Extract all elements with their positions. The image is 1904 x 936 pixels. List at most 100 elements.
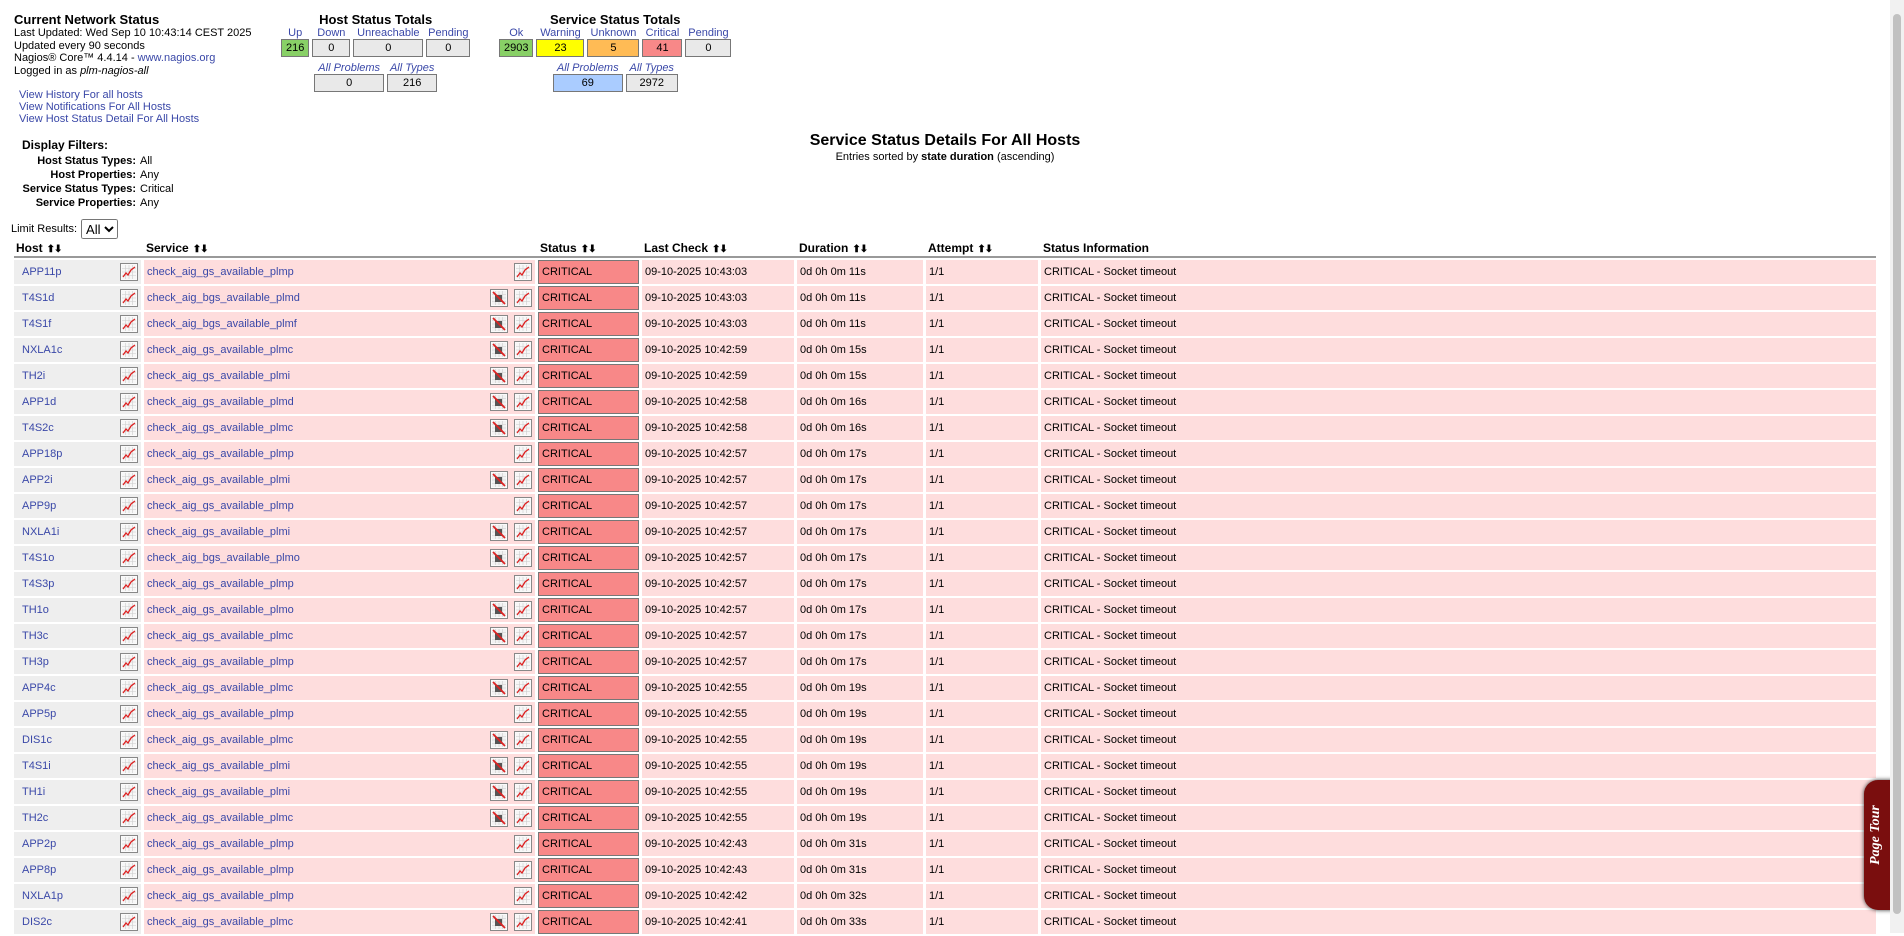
host-link[interactable]: APP11p	[22, 266, 62, 278]
performance-graph-icon[interactable]	[120, 419, 138, 437]
performance-graph-icon[interactable]	[514, 601, 532, 619]
performance-graph-icon[interactable]	[514, 419, 532, 437]
host-all-problems-label[interactable]: All Problems	[318, 62, 381, 74]
service-link[interactable]: check_aig_gs_available_plmp	[147, 890, 294, 902]
svc-pending-label[interactable]: Pending	[688, 27, 729, 39]
performance-graph-icon[interactable]	[514, 263, 532, 281]
service-link[interactable]: check_aig_gs_available_plmp	[147, 656, 294, 668]
performance-graph-icon[interactable]	[120, 393, 138, 411]
performance-graph-icon[interactable]	[120, 549, 138, 567]
host-status-detail-link[interactable]: View Host Status Detail For All Hosts	[19, 113, 200, 125]
sort-duration-arrows[interactable]: ⬆⬇	[852, 244, 868, 255]
performance-graph-icon[interactable]	[514, 731, 532, 749]
limit-results-select[interactable]: All	[81, 219, 119, 239]
notifications-disabled-icon[interactable]	[490, 393, 508, 411]
performance-graph-icon[interactable]	[120, 913, 138, 931]
service-link[interactable]: check_aig_bgs_available_plmf	[147, 318, 297, 330]
sort-host-arrows[interactable]: ⬆⬇	[46, 244, 63, 255]
host-link[interactable]: APP2i	[22, 474, 53, 486]
performance-graph-icon[interactable]	[120, 731, 138, 749]
performance-graph-icon[interactable]	[514, 341, 532, 359]
host-link[interactable]: APP5p	[22, 708, 57, 720]
notifications-disabled-icon[interactable]	[490, 471, 508, 489]
host-link[interactable]: T4S2c	[22, 422, 54, 434]
performance-graph-icon[interactable]	[120, 523, 138, 541]
notifications-disabled-icon[interactable]	[490, 757, 508, 775]
performance-graph-icon[interactable]	[514, 627, 532, 645]
performance-graph-icon[interactable]	[514, 549, 532, 567]
notifications-disabled-icon[interactable]	[490, 679, 508, 697]
performance-graph-icon[interactable]	[120, 705, 138, 723]
host-down-label[interactable]: Down	[317, 27, 346, 39]
host-link[interactable]: T4S1i	[22, 760, 51, 772]
performance-graph-icon[interactable]	[120, 653, 138, 671]
service-link[interactable]: check_aig_gs_available_plmp	[147, 708, 294, 720]
performance-graph-icon[interactable]	[120, 601, 138, 619]
svc-critical-label[interactable]: Critical	[645, 27, 680, 39]
notifications-disabled-icon[interactable]	[490, 315, 508, 333]
performance-graph-icon[interactable]	[514, 679, 532, 697]
host-link[interactable]: T4S1d	[22, 292, 55, 304]
sort-status-arrows[interactable]: ⬆⬇	[580, 244, 597, 255]
history-link[interactable]: View History For all hosts	[19, 89, 143, 101]
host-link[interactable]: TH3p	[22, 656, 49, 668]
performance-graph-icon[interactable]	[514, 783, 532, 801]
service-link[interactable]: check_aig_gs_available_plmc	[147, 344, 294, 356]
host-link[interactable]: APP2p	[22, 838, 57, 850]
host-link[interactable]: T4S1o	[22, 552, 55, 564]
service-link[interactable]: check_aig_gs_available_plmp	[147, 864, 294, 876]
performance-graph-icon[interactable]	[120, 679, 138, 697]
service-link[interactable]: check_aig_gs_available_plmc	[147, 812, 294, 824]
performance-graph-icon[interactable]	[120, 497, 138, 515]
performance-graph-icon[interactable]	[120, 887, 138, 905]
performance-graph-icon[interactable]	[514, 523, 532, 541]
performance-graph-icon[interactable]	[514, 315, 532, 333]
performance-graph-icon[interactable]	[120, 315, 138, 333]
host-link[interactable]: APP1d	[22, 396, 57, 408]
performance-graph-icon[interactable]	[120, 289, 138, 307]
host-link[interactable]: APP8p	[22, 864, 57, 876]
performance-graph-icon[interactable]	[514, 575, 532, 593]
notifications-disabled-icon[interactable]	[490, 601, 508, 619]
performance-graph-icon[interactable]	[514, 913, 532, 931]
nagios-site-link[interactable]: www.nagios.org	[137, 52, 216, 64]
notifications-disabled-icon[interactable]	[490, 289, 508, 307]
host-link[interactable]: DIS1c	[22, 734, 52, 746]
service-link[interactable]: check_aig_gs_available_plmp	[147, 448, 294, 460]
performance-graph-icon[interactable]	[514, 393, 532, 411]
performance-graph-icon[interactable]	[120, 575, 138, 593]
service-link[interactable]: check_aig_bgs_available_plmo	[147, 552, 300, 564]
host-link[interactable]: APP9p	[22, 500, 57, 512]
svc-unknown-label[interactable]: Unknown	[590, 27, 637, 39]
sort-last-check-arrows[interactable]: ⬆⬇	[712, 244, 728, 255]
performance-graph-icon[interactable]	[120, 627, 138, 645]
host-link[interactable]: APP4c	[22, 682, 56, 694]
notifications-disabled-icon[interactable]	[490, 549, 508, 567]
service-link[interactable]: check_aig_gs_available_plmo	[147, 604, 294, 616]
service-link[interactable]: check_aig_gs_available_plmc	[147, 630, 294, 642]
performance-graph-icon[interactable]	[120, 835, 138, 853]
vertical-scrollbar[interactable]	[1890, 0, 1904, 933]
service-link[interactable]: check_aig_gs_available_plmp	[147, 266, 294, 278]
notifications-disabled-icon[interactable]	[490, 523, 508, 541]
host-link[interactable]: TH2i	[22, 370, 46, 382]
performance-graph-icon[interactable]	[120, 861, 138, 879]
notifications-disabled-icon[interactable]	[490, 419, 508, 437]
performance-graph-icon[interactable]	[514, 757, 532, 775]
notifications-link[interactable]: View Notifications For All Hosts	[19, 101, 172, 113]
host-up-label[interactable]: Up	[288, 27, 303, 39]
performance-graph-icon[interactable]	[514, 367, 532, 385]
performance-graph-icon[interactable]	[514, 471, 532, 489]
performance-graph-icon[interactable]	[514, 809, 532, 827]
service-link[interactable]: check_aig_gs_available_plmc	[147, 734, 294, 746]
performance-graph-icon[interactable]	[514, 653, 532, 671]
svc-all-types-label[interactable]: All Types	[629, 62, 674, 74]
host-link[interactable]: TH3c	[22, 630, 49, 642]
notifications-disabled-icon[interactable]	[490, 627, 508, 645]
sort-service-arrows[interactable]: ⬆⬇	[192, 244, 209, 255]
host-unreachable-label[interactable]: Unreachable	[357, 27, 420, 39]
performance-graph-icon[interactable]	[514, 289, 532, 307]
notifications-disabled-icon[interactable]	[490, 913, 508, 931]
performance-graph-icon[interactable]	[120, 367, 138, 385]
performance-graph-icon[interactable]	[514, 705, 532, 723]
